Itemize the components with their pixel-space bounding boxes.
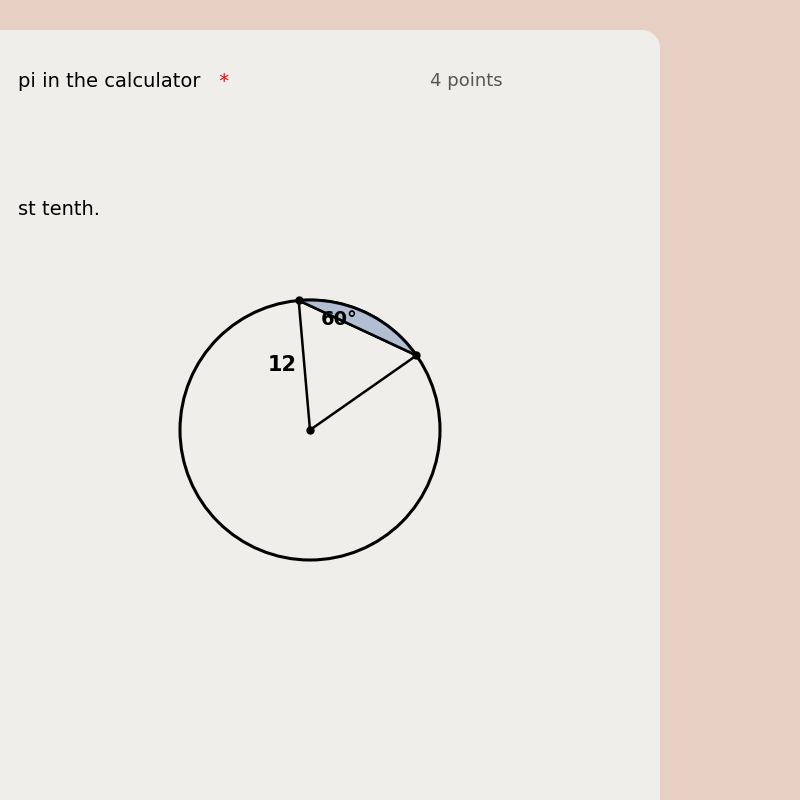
Polygon shape <box>0 30 660 800</box>
Text: pi in the calculator: pi in the calculator <box>18 72 201 91</box>
Text: 4 points: 4 points <box>430 72 502 90</box>
Text: st tenth.: st tenth. <box>18 200 100 219</box>
Text: 60°: 60° <box>321 310 358 330</box>
Text: 12: 12 <box>268 355 297 375</box>
Text: *: * <box>213 72 229 91</box>
Polygon shape <box>298 300 417 355</box>
